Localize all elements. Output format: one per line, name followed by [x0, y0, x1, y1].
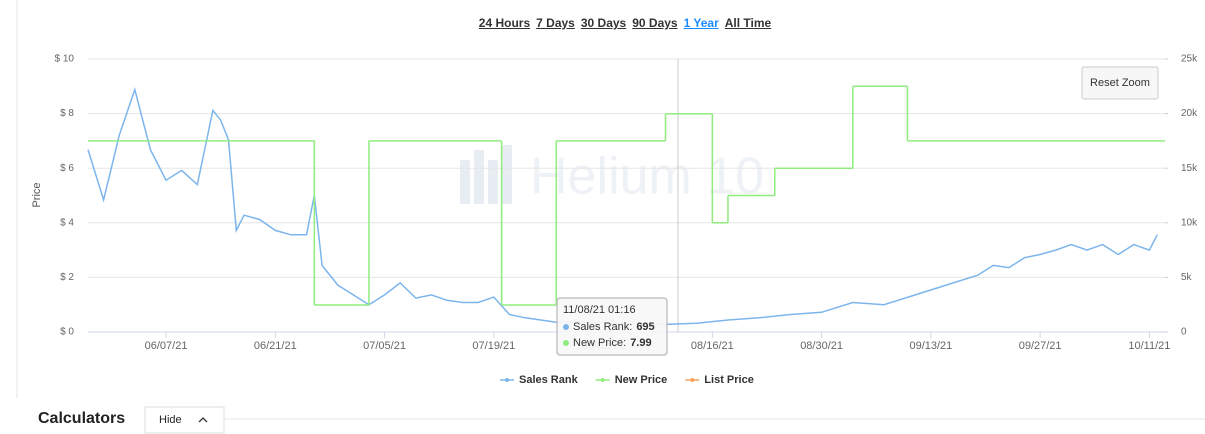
y2-tick-label: 0 [1181, 327, 1187, 338]
y2-tick-label: 15k [1181, 163, 1198, 174]
tooltip-dot [563, 324, 569, 330]
tooltip-date: 11/08/21 01:16 [563, 304, 636, 316]
y2-tick-label: 10k [1181, 217, 1198, 228]
y-tick-label: $ 0 [60, 327, 74, 338]
x-tick-label: 09/27/21 [1019, 340, 1062, 352]
y-axis-title: Price [31, 182, 43, 207]
tooltip-value: 7.99 [630, 337, 651, 349]
reset-zoom-button[interactable]: Reset Zoom [1081, 66, 1159, 100]
range-button[interactable]: All Time [724, 16, 772, 30]
legend-item[interactable]: Sales Rank [500, 374, 579, 386]
x-tick-label: 08/30/21 [800, 340, 843, 352]
watermark-logo [460, 145, 512, 204]
legend-item[interactable]: New Price [595, 374, 668, 386]
y2-tick-label: 5k [1181, 272, 1193, 283]
y-tick-label: $ 4 [60, 217, 74, 228]
tooltip-label: Sales Rank: [573, 321, 632, 333]
hide-label[interactable]: Hide [159, 414, 182, 426]
x-tick-label: 06/21/21 [254, 340, 297, 352]
range-button[interactable]: 7 Days [536, 16, 575, 30]
x-tick-label: 09/13/21 [909, 340, 952, 352]
legend-label[interactable]: Sales Rank [519, 374, 579, 386]
section-title: Calculators [38, 410, 125, 427]
x-tick-label: 06/07/21 [145, 340, 188, 352]
range-button[interactable]: 30 Days [580, 16, 627, 30]
range-button[interactable]: 24 Hours [478, 16, 531, 30]
legend-label[interactable]: List Price [704, 374, 754, 386]
y-tick-label: $ 10 [55, 54, 75, 65]
x-tick-label: 08/16/21 [691, 340, 734, 352]
tooltip-box [556, 297, 668, 356]
range-selector: 24 Hours 7 Days 30 Days 90 Days 1 Year All Ti… [0, 16, 1205, 30]
x-tick-label: 10/11/21 [1128, 340, 1170, 352]
tooltip-label: New Price: [573, 337, 626, 349]
x-tick-label: 07/19/21 [472, 340, 515, 352]
legend-item[interactable]: List Price [685, 374, 754, 386]
tooltip: 11/08/21 01:16 Sales Rank: 695 New Price: 7.… [556, 297, 668, 356]
tooltip-dot [563, 340, 569, 346]
range-button[interactable]: 1 Year [683, 16, 719, 30]
hide-button[interactable]: Hide [144, 406, 225, 434]
tooltip-value: 695 [636, 321, 654, 333]
y-tick-label: $ 2 [60, 272, 74, 283]
legend-label[interactable]: New Price [615, 374, 668, 386]
y-tick-label: $ 6 [60, 163, 74, 174]
reset-zoom-label[interactable]: Reset Zoom [1090, 77, 1150, 89]
y2-tick-label: 25k [1181, 54, 1198, 65]
legend-dot [505, 378, 509, 382]
x-tick-label: 07/05/21 [363, 340, 406, 352]
rank-line [87, 86, 1158, 326]
range-button[interactable]: 90 Days [632, 16, 678, 30]
legend-dot [600, 378, 605, 382]
watermark: Helium 10 [530, 148, 764, 206]
y2-tick-label: 20k [1181, 108, 1198, 119]
y-tick-label: $ 8 [60, 108, 74, 119]
legend-dot [690, 378, 695, 382]
